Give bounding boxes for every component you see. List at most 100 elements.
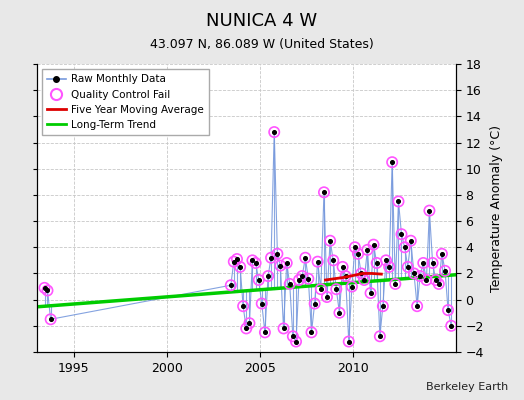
- Point: [391, 281, 399, 287]
- Point: [255, 277, 263, 283]
- Point: [292, 338, 300, 345]
- Point: [335, 310, 344, 316]
- Point: [419, 260, 428, 266]
- Point: [289, 333, 297, 340]
- Point: [376, 333, 384, 340]
- Point: [279, 325, 288, 332]
- Point: [425, 208, 434, 214]
- Point: [245, 320, 254, 326]
- Point: [230, 258, 238, 265]
- Point: [444, 307, 452, 313]
- Point: [47, 316, 55, 322]
- Point: [354, 251, 362, 257]
- Point: [286, 281, 294, 287]
- Point: [298, 273, 307, 279]
- Point: [379, 303, 387, 309]
- Point: [255, 277, 263, 283]
- Point: [43, 287, 52, 294]
- Point: [264, 273, 272, 279]
- Point: [264, 273, 272, 279]
- Point: [416, 273, 424, 279]
- Point: [273, 251, 281, 257]
- Point: [301, 254, 310, 261]
- Point: [422, 277, 431, 283]
- Point: [342, 273, 350, 279]
- Point: [410, 270, 418, 277]
- Point: [410, 270, 418, 277]
- Point: [258, 300, 266, 307]
- Point: [407, 238, 415, 244]
- Point: [394, 198, 402, 205]
- Point: [345, 338, 353, 345]
- Point: [357, 270, 365, 277]
- Point: [351, 244, 359, 250]
- Point: [366, 290, 375, 296]
- Point: [292, 338, 300, 345]
- Point: [236, 264, 244, 270]
- Point: [348, 283, 356, 290]
- Point: [279, 325, 288, 332]
- Point: [363, 247, 372, 253]
- Point: [335, 310, 344, 316]
- Point: [304, 276, 312, 282]
- Point: [329, 257, 337, 264]
- Point: [258, 300, 266, 307]
- Point: [422, 277, 431, 283]
- Point: [403, 264, 412, 270]
- Point: [394, 198, 402, 205]
- Point: [432, 277, 440, 283]
- Point: [419, 260, 428, 266]
- Point: [261, 329, 269, 336]
- Point: [373, 260, 381, 266]
- Point: [441, 268, 449, 274]
- Point: [323, 294, 331, 300]
- Point: [388, 159, 396, 165]
- Point: [366, 290, 375, 296]
- Legend: Raw Monthly Data, Quality Control Fail, Five Year Moving Average, Long-Term Tren: Raw Monthly Data, Quality Control Fail, …: [42, 69, 209, 135]
- Point: [416, 273, 424, 279]
- Text: Berkeley Earth: Berkeley Earth: [426, 382, 508, 392]
- Point: [444, 307, 452, 313]
- Point: [236, 264, 244, 270]
- Point: [270, 129, 278, 135]
- Point: [248, 257, 257, 264]
- Point: [276, 262, 285, 269]
- Point: [313, 258, 322, 265]
- Point: [397, 231, 406, 237]
- Point: [369, 242, 378, 248]
- Point: [354, 251, 362, 257]
- Point: [261, 329, 269, 336]
- Point: [43, 287, 52, 294]
- Point: [332, 286, 341, 292]
- Point: [301, 254, 310, 261]
- Point: [320, 189, 328, 196]
- Point: [388, 159, 396, 165]
- Point: [310, 300, 319, 307]
- Point: [363, 247, 372, 253]
- Point: [242, 325, 250, 332]
- Point: [391, 281, 399, 287]
- Point: [233, 256, 241, 262]
- Point: [447, 323, 455, 329]
- Point: [326, 238, 334, 244]
- Point: [376, 333, 384, 340]
- Point: [329, 257, 337, 264]
- Point: [339, 264, 347, 270]
- Point: [429, 260, 437, 266]
- Point: [425, 208, 434, 214]
- Point: [40, 285, 49, 291]
- Text: NUNICA 4 W: NUNICA 4 W: [206, 12, 318, 30]
- Point: [407, 238, 415, 244]
- Point: [289, 333, 297, 340]
- Point: [438, 251, 446, 257]
- Point: [320, 189, 328, 196]
- Point: [248, 257, 257, 264]
- Point: [230, 258, 238, 265]
- Point: [40, 285, 49, 291]
- Point: [438, 251, 446, 257]
- Point: [298, 273, 307, 279]
- Point: [226, 282, 235, 288]
- Point: [360, 277, 368, 283]
- Point: [270, 129, 278, 135]
- Point: [252, 260, 260, 266]
